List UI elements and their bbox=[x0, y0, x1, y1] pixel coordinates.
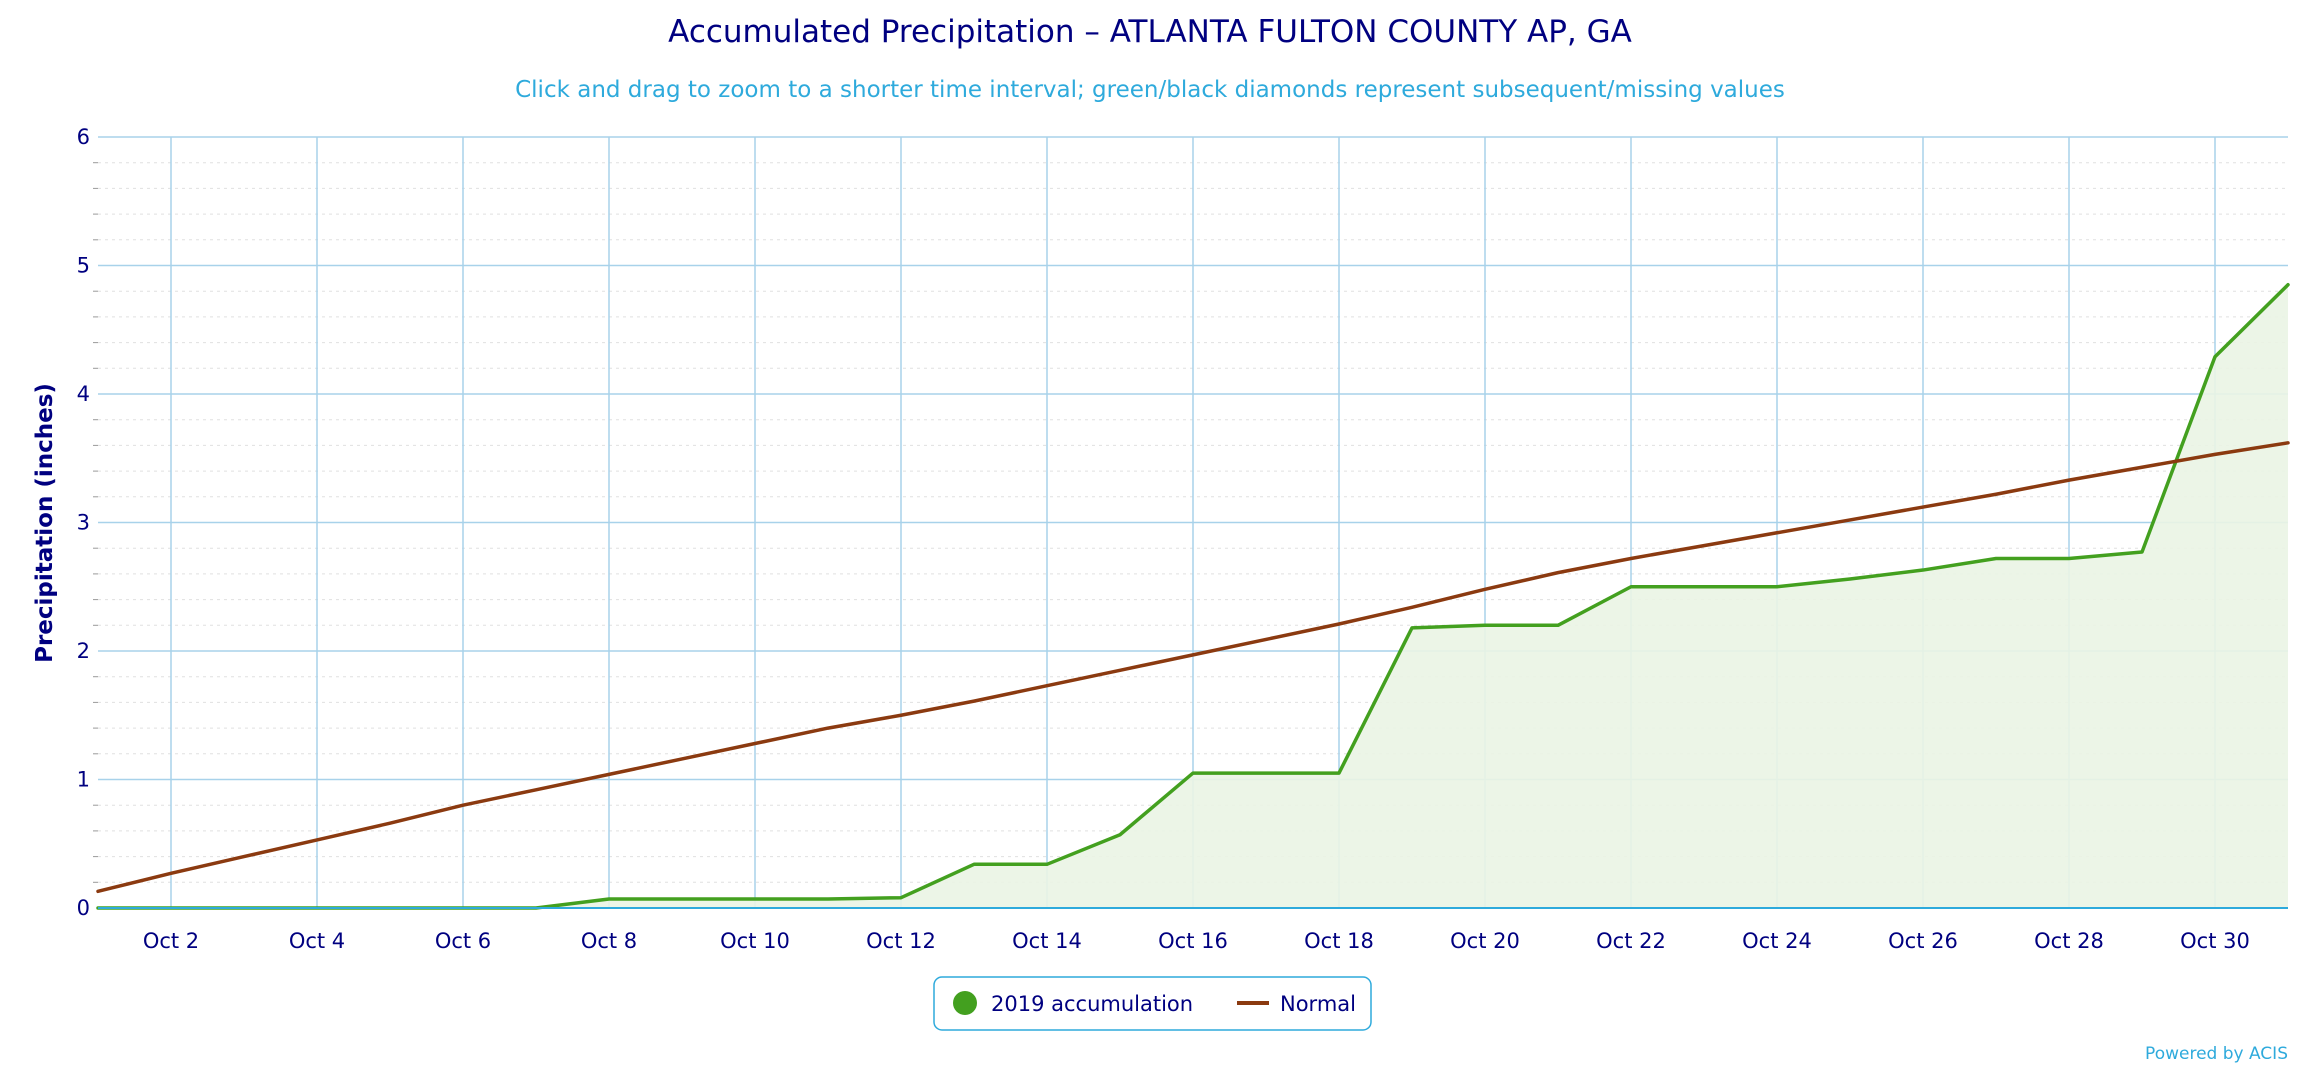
data-point-2019-accumulation[interactable] bbox=[2133, 543, 2151, 561]
data-point-normal[interactable] bbox=[2206, 445, 2224, 463]
series-line-normal[interactable] bbox=[96, 441, 2290, 894]
data-point-normal[interactable] bbox=[746, 735, 764, 753]
data-point-normal[interactable] bbox=[1549, 564, 1567, 582]
x-tick-label: Oct 12 bbox=[866, 929, 936, 953]
x-tick-label: Oct 20 bbox=[1450, 929, 1520, 953]
data-point-normal[interactable] bbox=[162, 864, 180, 882]
data-point-normal[interactable] bbox=[527, 781, 545, 799]
data-point-normal[interactable] bbox=[819, 719, 837, 737]
data-point-2019-accumulation[interactable] bbox=[2279, 276, 2297, 294]
data-point-2019-accumulation[interactable] bbox=[819, 890, 837, 908]
data-point-normal[interactable] bbox=[1184, 646, 1202, 664]
x-tick-label: Oct 16 bbox=[1158, 929, 1228, 953]
data-point-normal[interactable] bbox=[1476, 580, 1494, 598]
data-point-2019-accumulation[interactable] bbox=[1330, 764, 1348, 782]
data-point-normal[interactable] bbox=[1038, 677, 1056, 695]
legend-item-2019-accumulation[interactable]: 2019 accumulation bbox=[953, 991, 1193, 1016]
axes: 0 1 2 3 4 5 6 Oct 2 Oct 4 Oct 6 Oct 8 Oct 10 Oct 12 O… bbox=[77, 125, 2288, 953]
legend-item-normal[interactable]: Normal bbox=[1237, 992, 1356, 1016]
data-point-2019-accumulation[interactable] bbox=[1549, 616, 1567, 634]
data-point-2019-accumulation[interactable] bbox=[1622, 578, 1640, 596]
data-point-normal[interactable] bbox=[1257, 630, 1275, 648]
y-tick-label: 3 bbox=[77, 511, 90, 535]
x-tick-label: Oct 26 bbox=[1888, 929, 1958, 953]
data-point-normal[interactable] bbox=[1622, 549, 1640, 567]
data-point-normal[interactable] bbox=[892, 706, 910, 724]
x-tick-label: Oct 6 bbox=[435, 929, 491, 953]
data-point-normal[interactable] bbox=[1914, 498, 1932, 516]
legend[interactable]: 2019 accumulation Normal bbox=[933, 976, 1372, 1031]
legend-label-2019: 2019 accumulation bbox=[991, 992, 1193, 1016]
data-point-normal[interactable] bbox=[1768, 524, 1786, 542]
data-point-2019-accumulation[interactable] bbox=[892, 889, 910, 907]
data-point-2019-accumulation[interactable] bbox=[1768, 578, 1786, 596]
y-tick-label: 2 bbox=[77, 639, 90, 663]
y-tick-label: 4 bbox=[77, 382, 90, 406]
data-point-2019-accumulation[interactable] bbox=[1914, 561, 1932, 579]
x-tick-label: Oct 24 bbox=[1742, 929, 1812, 953]
x-tick-label: Oct 2 bbox=[143, 929, 199, 953]
series-area-2019-accumulation bbox=[98, 284, 2288, 908]
data-point-normal[interactable] bbox=[454, 796, 472, 814]
legend-marker-2019 bbox=[953, 991, 977, 1015]
data-point-2019-accumulation[interactable] bbox=[1403, 619, 1421, 637]
data-point-normal[interactable] bbox=[965, 692, 983, 710]
data-point-2019-accumulation[interactable] bbox=[1476, 616, 1494, 634]
data-point-2019-accumulation[interactable] bbox=[1038, 855, 1056, 873]
data-point-2019-accumulation[interactable] bbox=[1987, 549, 2005, 567]
x-tick-label: Oct 8 bbox=[581, 929, 637, 953]
data-point-normal[interactable] bbox=[673, 750, 691, 768]
legend-label-normal: Normal bbox=[1280, 992, 1356, 1016]
data-point-2019-accumulation[interactable] bbox=[600, 890, 618, 908]
data-point-2019-accumulation[interactable] bbox=[1184, 764, 1202, 782]
x-tick-label: Oct 30 bbox=[2180, 929, 2250, 953]
data-point-normal[interactable] bbox=[1695, 537, 1713, 555]
y-axis-title: Precipitation (inches) bbox=[32, 383, 58, 663]
data-point-2019-accumulation[interactable] bbox=[1695, 578, 1713, 596]
chart-subtitle: Click and drag to zoom to a shorter time… bbox=[515, 77, 1785, 103]
data-point-normal[interactable] bbox=[2060, 471, 2078, 489]
data-point-2019-accumulation[interactable] bbox=[965, 855, 983, 873]
data-point-normal[interactable] bbox=[381, 814, 399, 832]
y-tick-label: 6 bbox=[77, 125, 90, 149]
x-tick-label: Oct 10 bbox=[720, 929, 790, 953]
data-point-2019-accumulation[interactable] bbox=[2206, 348, 2224, 366]
x-tick-label: Oct 14 bbox=[1012, 929, 1082, 953]
data-point-normal[interactable] bbox=[2133, 458, 2151, 476]
data-point-2019-accumulation[interactable] bbox=[1257, 764, 1275, 782]
y-tick-label: 5 bbox=[77, 254, 90, 278]
data-point-2019-accumulation[interactable] bbox=[2060, 549, 2078, 567]
x-tick-label: Oct 18 bbox=[1304, 929, 1374, 953]
x-tick-label: Oct 22 bbox=[1596, 929, 1666, 953]
data-point-normal[interactable] bbox=[1841, 511, 1859, 529]
data-point-2019-accumulation[interactable] bbox=[1111, 826, 1129, 844]
data-point-2019-accumulation[interactable] bbox=[673, 890, 691, 908]
legend-box bbox=[933, 976, 1372, 1031]
y-tick-label: 1 bbox=[77, 768, 90, 792]
data-point-2019-accumulation[interactable] bbox=[746, 890, 764, 908]
x-tick-label: Oct 4 bbox=[289, 929, 345, 953]
y-tick-label: 0 bbox=[77, 896, 90, 920]
data-point-2019-accumulation[interactable] bbox=[1841, 570, 1859, 588]
data-point-normal[interactable] bbox=[308, 831, 326, 849]
credit-link[interactable]: Powered by ACIS bbox=[2145, 1044, 2288, 1064]
data-point-normal[interactable] bbox=[2279, 434, 2297, 452]
data-point-normal[interactable] bbox=[1403, 598, 1421, 616]
x-tick-label: Oct 28 bbox=[2034, 929, 2104, 953]
data-point-normal[interactable] bbox=[235, 848, 253, 866]
data-point-normal[interactable] bbox=[89, 882, 107, 900]
data-point-normal[interactable] bbox=[600, 765, 618, 783]
data-point-normal[interactable] bbox=[1330, 615, 1348, 633]
data-point-normal[interactable] bbox=[1987, 485, 2005, 503]
data-point-normal[interactable] bbox=[1111, 661, 1129, 679]
chart-title: Accumulated Precipitation – ATLANTA FULT… bbox=[668, 14, 1632, 50]
